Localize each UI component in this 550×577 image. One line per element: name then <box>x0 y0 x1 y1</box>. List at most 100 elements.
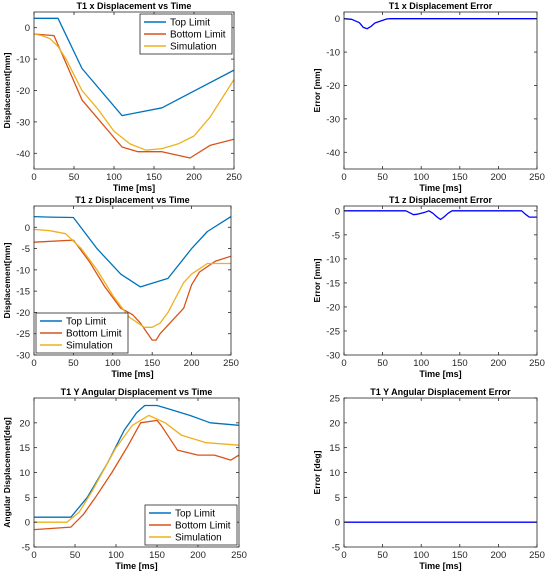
x-tick-label: 250 <box>226 172 242 183</box>
y-tick-label: -5 <box>22 244 30 255</box>
y-axis-label: Angular Displacement[deg] <box>2 417 12 528</box>
x-tick-label: 50 <box>69 172 80 183</box>
x-tick-label: 150 <box>149 550 165 561</box>
x-tick-label: 200 <box>184 358 200 369</box>
y-tick-label: -15 <box>16 287 30 298</box>
series-line-bottom-limit <box>34 239 231 341</box>
legend-label: Simulation <box>175 533 222 544</box>
series-line-top-limit <box>34 17 234 117</box>
y-axis-label: Displacement[mm] <box>2 52 12 128</box>
y-tick-label: -40 <box>326 148 340 159</box>
x-tick-label: 100 <box>413 550 429 561</box>
chart-panel-1: 0 50 100 150 200 250 0 -10 -20 -30 -40 T1 x Displac… <box>2 1 242 193</box>
y-tick-label: 0 <box>25 518 30 529</box>
y-tick-label: 25 <box>329 394 340 405</box>
chart-panel-2: 0 50 100 150 200 250 0 -10 -20 -30 -40 T1 x Displac… <box>312 1 545 193</box>
x-tick-label: 200 <box>490 172 506 183</box>
y-tick-label: -25 <box>326 326 340 337</box>
y-tick-label: -30 <box>16 351 30 362</box>
x-tick-label: 200 <box>490 550 506 561</box>
x-tick-label: 150 <box>452 550 468 561</box>
x-tick-label: 100 <box>413 172 429 183</box>
x-tick-label: 150 <box>144 358 160 369</box>
y-tick-label: 10 <box>19 468 30 479</box>
y-tick-label: -20 <box>326 81 340 92</box>
x-tick-label: 100 <box>105 358 121 369</box>
x-tick-label: 50 <box>377 550 388 561</box>
x-tick-label: 200 <box>190 550 206 561</box>
y-tick-label: -5 <box>22 543 30 554</box>
x-tick-label: 50 <box>377 358 388 369</box>
series-group <box>34 404 239 531</box>
series-line-simulation <box>34 414 239 523</box>
y-tick-label: -15 <box>326 278 340 289</box>
x-tick-label: 50 <box>377 172 388 183</box>
legend-label: Simulation <box>170 42 217 53</box>
x-tick-label: 50 <box>70 550 81 561</box>
legend-label: Simulation <box>66 341 113 352</box>
legend-label: Top Limit <box>66 317 106 328</box>
series-line-bottom-limit <box>34 419 239 531</box>
legend-label: Bottom Limit <box>66 329 122 340</box>
y-tick-label: -20 <box>16 308 30 319</box>
y-axis-label: Error [deg] <box>312 450 322 494</box>
y-tick-label: -30 <box>326 114 340 125</box>
y-axis-label: Error [mm] <box>312 258 322 302</box>
series-line-error <box>344 210 537 221</box>
series-group <box>344 210 537 221</box>
x-tick-label: 0 <box>31 172 36 183</box>
series-group <box>34 215 231 341</box>
x-tick-label: 200 <box>490 358 506 369</box>
y-tick-label: 0 <box>25 23 30 34</box>
y-tick-label: -30 <box>16 117 30 128</box>
x-axis-label: Time [ms] <box>111 369 153 379</box>
legend-label: Top Limit <box>175 509 215 520</box>
x-tick-label: 0 <box>31 550 36 561</box>
chart-title: T1 z Displacement Error <box>389 195 493 205</box>
x-axis-label: Time [ms] <box>115 561 157 571</box>
y-tick-label: 15 <box>19 443 30 454</box>
y-tick-label: 20 <box>19 418 30 429</box>
x-tick-label: 100 <box>413 358 429 369</box>
x-tick-label: 250 <box>231 550 247 561</box>
y-tick-label: -30 <box>326 351 340 362</box>
y-tick-label: 15 <box>329 443 340 454</box>
chart-panel-3: 0 50 100 150 200 250 0 -5 -10 -15 -20 -25 -30 T1 z Di… <box>2 195 239 379</box>
y-tick-label: -10 <box>16 55 30 66</box>
y-tick-label: -20 <box>16 86 30 97</box>
x-tick-label: 150 <box>452 358 468 369</box>
x-tick-label: 150 <box>146 172 162 183</box>
y-tick-label: 0 <box>335 14 340 25</box>
series-line-bottom-limit <box>34 33 234 159</box>
x-axis-label: Time [ms] <box>113 183 155 193</box>
y-axis-label: Error [mm] <box>312 68 322 112</box>
y-tick-label: 0 <box>25 223 30 234</box>
y-tick-label: 10 <box>329 468 340 479</box>
x-tick-label: 0 <box>341 358 346 369</box>
y-tick-label: 5 <box>335 493 340 504</box>
y-tick-label: -10 <box>16 265 30 276</box>
legend-label: Bottom Limit <box>170 30 226 41</box>
series-group <box>34 17 234 159</box>
series-line-simulation <box>34 228 231 328</box>
y-tick-label: 5 <box>25 493 30 504</box>
x-tick-label: 250 <box>529 358 545 369</box>
x-axis-label: Time [ms] <box>419 369 461 379</box>
x-tick-label: 100 <box>106 172 122 183</box>
y-tick-label: -25 <box>16 329 30 340</box>
series-line-error <box>344 18 537 30</box>
y-tick-label: 20 <box>329 418 340 429</box>
x-tick-label: 250 <box>529 550 545 561</box>
axes-box <box>33 205 232 356</box>
series-line-top-limit <box>34 404 239 518</box>
x-tick-label: 100 <box>108 550 124 561</box>
axes-box <box>343 205 538 356</box>
x-tick-label: 0 <box>31 358 36 369</box>
y-tick-label: -5 <box>332 543 340 554</box>
x-tick-label: 0 <box>341 550 346 561</box>
chart-title: T1 Y Angular Displacement vs Time <box>61 387 213 397</box>
